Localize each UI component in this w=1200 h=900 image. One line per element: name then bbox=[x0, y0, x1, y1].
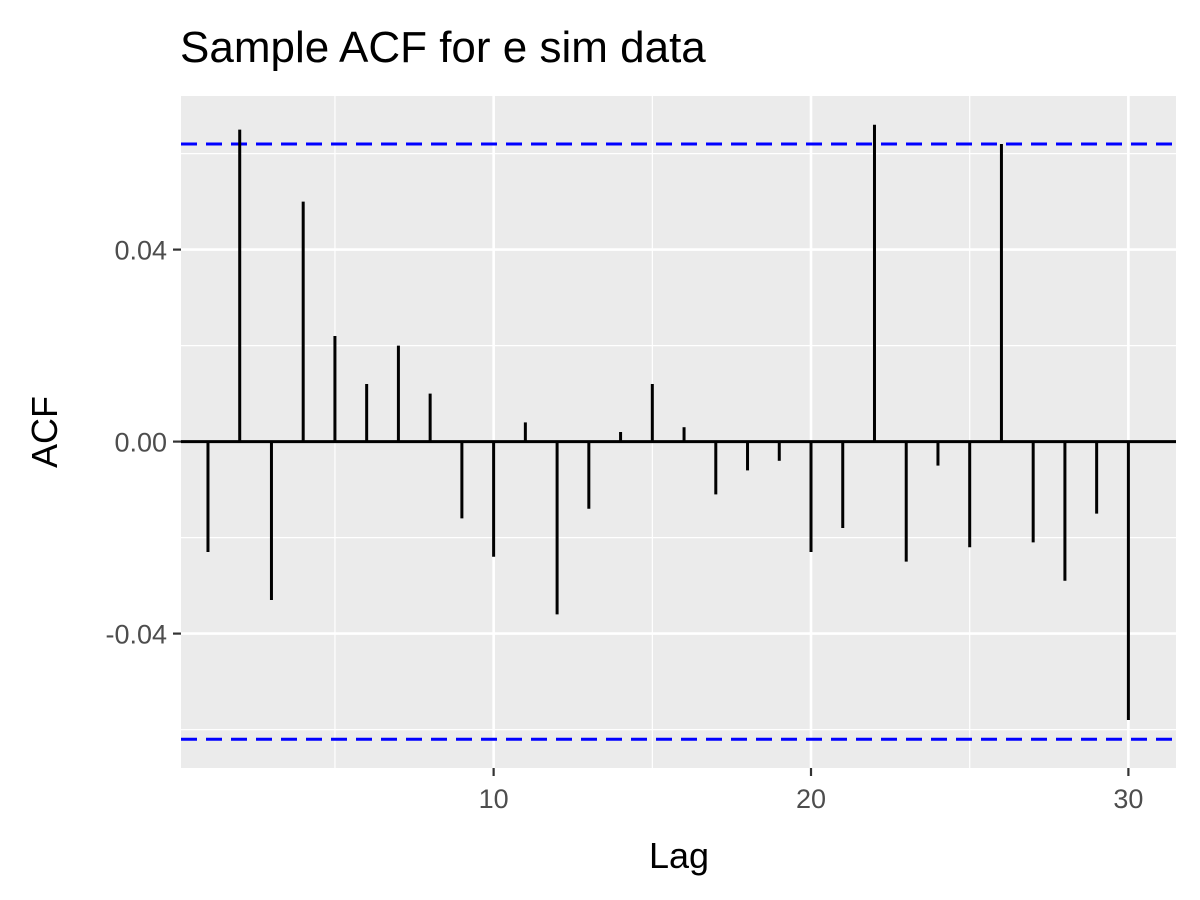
x-tick-label: 20 bbox=[796, 784, 826, 814]
y-axis-title: ACF bbox=[24, 396, 65, 468]
x-tick-label: 10 bbox=[479, 784, 509, 814]
y-tick-label: 0.04 bbox=[114, 236, 167, 266]
x-axis-title: Lag bbox=[649, 835, 709, 876]
acf-bars bbox=[181, 124, 1176, 741]
y-tick-label: -0.04 bbox=[105, 620, 167, 650]
y-tick-label: 0.00 bbox=[114, 428, 167, 458]
plot-panel bbox=[181, 96, 1176, 768]
axes: -0.04 0.00 0.04 10 20 30 bbox=[105, 236, 1143, 814]
chart-title: Sample ACF for e sim data bbox=[180, 23, 706, 72]
x-tick-label: 30 bbox=[1113, 784, 1143, 814]
